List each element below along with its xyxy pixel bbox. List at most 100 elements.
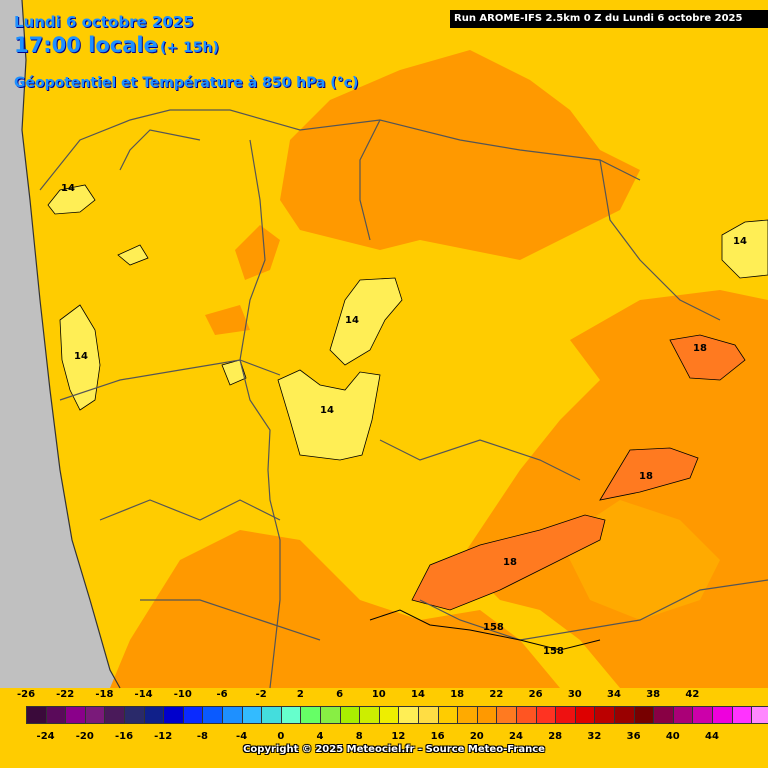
geopotential-158-b: 158 bbox=[543, 646, 564, 657]
legend-swatch bbox=[104, 706, 125, 724]
borders bbox=[39, 109, 768, 689]
legend-swatch bbox=[418, 706, 439, 724]
legend-swatch bbox=[280, 706, 302, 724]
isotherm-14-zone-small-a bbox=[117, 244, 149, 266]
isotherm-14-zone-east bbox=[721, 219, 768, 279]
legend-tick-bottom: 28 bbox=[548, 731, 563, 742]
legend-swatch bbox=[692, 706, 713, 724]
legend-swatch bbox=[516, 706, 537, 724]
legend-swatch bbox=[163, 706, 184, 724]
legend-swatch bbox=[241, 706, 263, 724]
legend-tick-top: 30 bbox=[567, 689, 582, 700]
legend-tick-top: -2 bbox=[255, 689, 267, 700]
isotherm-14-central: 14 bbox=[320, 405, 334, 416]
isotherm-18-south: 18 bbox=[503, 557, 517, 568]
parameter-title: Géopotentiel et Température à 850 hPa (°… bbox=[14, 75, 359, 91]
legend-swatch bbox=[555, 706, 576, 724]
isotherm-14-zone-central bbox=[277, 369, 381, 461]
legend-tick-bottom: -12 bbox=[154, 731, 173, 742]
legend-swatch bbox=[143, 706, 165, 724]
warm-zone-north bbox=[280, 50, 640, 260]
coastline bbox=[21, 0, 121, 689]
legend-swatch bbox=[222, 706, 243, 724]
legend-swatch bbox=[182, 706, 204, 724]
legend-tick-top: 26 bbox=[528, 689, 543, 700]
geopotential-158-a: 158 bbox=[483, 622, 504, 633]
legend-tick-top: -26 bbox=[16, 689, 36, 700]
legend-tick-bottom: 0 bbox=[277, 731, 285, 742]
legend-swatch bbox=[751, 706, 768, 724]
legend-tick-bottom: -16 bbox=[114, 731, 134, 742]
legend-tick-top: -6 bbox=[216, 689, 228, 700]
legend-swatch bbox=[339, 706, 361, 724]
color-legend bbox=[0, 688, 768, 768]
legend-swatch bbox=[261, 706, 282, 724]
isotherm-18-east: 18 bbox=[693, 343, 707, 354]
legend-swatch bbox=[476, 706, 498, 724]
legend-tick-top: -10 bbox=[173, 689, 192, 700]
legend-tick-top: -18 bbox=[95, 689, 114, 700]
legend-tick-bottom: 36 bbox=[626, 731, 641, 742]
legend-swatch bbox=[359, 706, 380, 724]
legend-tick-bottom: -20 bbox=[75, 731, 94, 742]
legend-swatch bbox=[124, 706, 145, 724]
legend-tick-top: 18 bbox=[450, 689, 465, 700]
legend-tick-bottom: 16 bbox=[430, 731, 445, 742]
isotherm-14-east: 14 bbox=[733, 236, 747, 247]
legend-tick-bottom: 32 bbox=[587, 731, 602, 742]
legend-swatch bbox=[84, 706, 106, 724]
legend-swatch bbox=[398, 706, 419, 724]
legend-swatch bbox=[731, 706, 753, 724]
legend-tick-bottom: 44 bbox=[705, 731, 719, 742]
legend-swatch bbox=[614, 706, 635, 724]
legend-swatch bbox=[653, 706, 674, 724]
isotherm-14-central-north: 14 bbox=[345, 315, 359, 326]
legend-tick-bottom: 40 bbox=[665, 731, 680, 742]
legend-swatch bbox=[202, 706, 223, 724]
isotherm-14-zone-galicia bbox=[59, 304, 101, 411]
legend-tick-bottom: 20 bbox=[469, 731, 484, 742]
local-time: 17:00 locale bbox=[14, 33, 158, 57]
run-info: Run AROME-IFS 2.5km 0 Z du Lundi 6 octob… bbox=[450, 10, 768, 28]
legend-swatch bbox=[457, 706, 478, 724]
warm-zone-west-patch bbox=[235, 225, 280, 280]
warm-zone-small bbox=[205, 305, 250, 335]
legend-tick-top: 42 bbox=[685, 689, 700, 700]
legend-swatch bbox=[378, 706, 400, 724]
geopotential-158-line bbox=[369, 609, 601, 651]
isotherm-14-zone-central-north bbox=[329, 277, 403, 366]
isotherm-14-west-coast: 14 bbox=[61, 183, 75, 194]
warm-zone-south bbox=[110, 530, 560, 688]
isotherm-18-zone-south bbox=[411, 514, 606, 611]
legend-tick-bottom: 8 bbox=[355, 731, 363, 742]
legend-tick-bottom: -8 bbox=[196, 731, 208, 742]
legend-tick-bottom: -24 bbox=[36, 731, 55, 742]
legend-swatch bbox=[437, 706, 459, 724]
isotherm-14-zone-small-b bbox=[221, 359, 247, 386]
legend-swatch bbox=[300, 706, 321, 724]
copyright-notice: Copyright © 2025 Meteociel.fr - Source M… bbox=[243, 744, 545, 755]
legend-swatch bbox=[65, 706, 86, 724]
isotherm-14-zone-west-coast bbox=[47, 184, 96, 215]
legend-tick-top: 10 bbox=[371, 689, 386, 700]
legend-swatch bbox=[672, 706, 694, 724]
legend-tick-bottom: 4 bbox=[316, 731, 324, 742]
legend-swatch bbox=[633, 706, 655, 724]
legend-tick-top: 34 bbox=[607, 689, 621, 700]
legend-swatch bbox=[535, 706, 557, 724]
legend-swatch bbox=[26, 706, 47, 724]
isotherm-18-zone-east bbox=[669, 334, 746, 381]
legend-tick-top: 38 bbox=[646, 689, 661, 700]
legend-swatch bbox=[574, 706, 596, 724]
legend-tick-bottom: 12 bbox=[391, 731, 406, 742]
legend-swatch bbox=[45, 706, 67, 724]
legend-tick-top: 14 bbox=[411, 689, 425, 700]
legend-swatch bbox=[594, 706, 615, 724]
ocean-area bbox=[0, 0, 120, 688]
legend-tick-top: 22 bbox=[489, 689, 504, 700]
legend-tick-top: -14 bbox=[134, 689, 153, 700]
isotherm-18-zone-southeast bbox=[599, 447, 699, 501]
legend-tick-top: 2 bbox=[296, 689, 304, 700]
isotherm-18-southeast: 18 bbox=[639, 471, 653, 482]
legend-tick-bottom: -4 bbox=[236, 731, 248, 742]
